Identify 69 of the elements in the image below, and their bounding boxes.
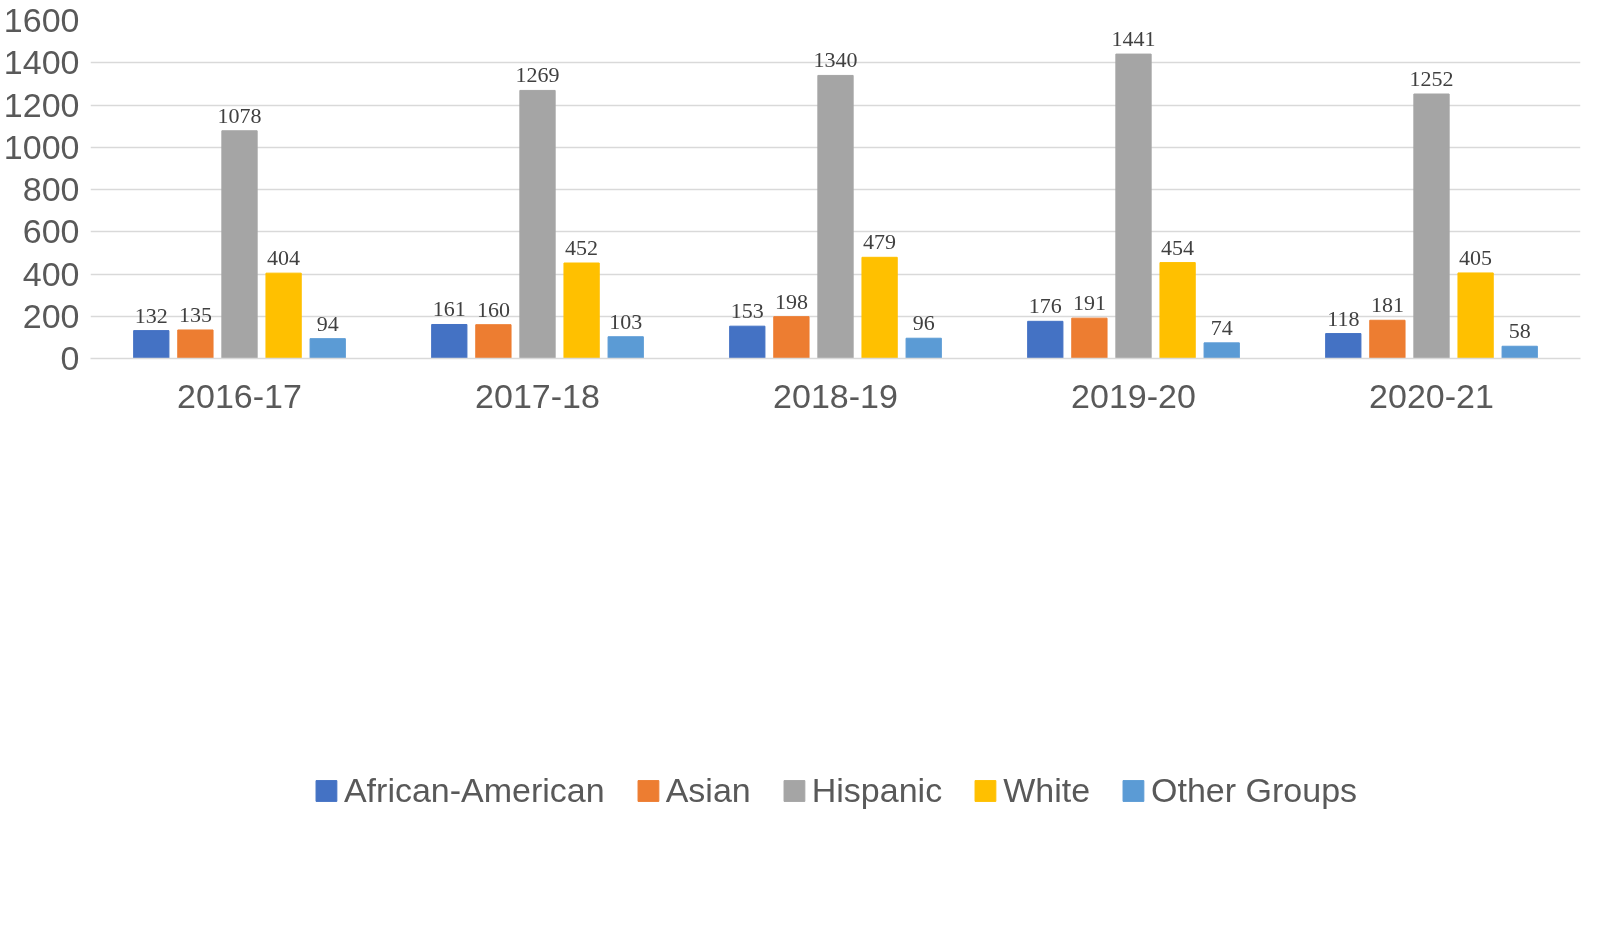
x-tick-label: 2016-17 [177, 376, 302, 415]
data-label: 1078 [217, 102, 262, 128]
y-tick-label: 0 [60, 339, 80, 377]
y-tick-label: 200 [22, 296, 80, 335]
bar [563, 262, 600, 359]
data-label: 94 [316, 310, 339, 336]
data-label: 191 [1072, 290, 1106, 316]
data-label: 74 [1210, 314, 1233, 340]
data-label: 452 [565, 235, 599, 261]
data-label: 118 [1327, 305, 1360, 331]
x-tick-label: 2018-19 [773, 376, 898, 415]
y-tick-label: 1000 [3, 127, 80, 166]
bar [1203, 342, 1240, 359]
data-label: 58 [1508, 318, 1531, 344]
bar [1071, 317, 1108, 359]
data-label: 181 [1370, 292, 1404, 318]
data-label: 103 [609, 308, 643, 334]
data-label: 405 [1459, 244, 1493, 270]
bar [607, 336, 644, 359]
bar [221, 130, 258, 359]
bar [729, 325, 766, 359]
data-label: 176 [1028, 293, 1062, 319]
bar [431, 323, 468, 359]
data-label: 96 [912, 310, 935, 336]
y-tick-label: 800 [22, 170, 80, 208]
data-label: 404 [267, 245, 301, 271]
data-label: 161 [432, 296, 466, 322]
y-tick-label: 1400 [3, 43, 80, 82]
bar [1501, 345, 1538, 359]
bar [817, 74, 854, 359]
legend-label: African-American [343, 770, 605, 810]
data-label: 1441 [1111, 26, 1156, 52]
data-label: 1252 [1409, 66, 1454, 92]
data-label: 198 [774, 288, 808, 314]
bar [1325, 333, 1362, 359]
data-label: 479 [863, 229, 897, 255]
bar [1457, 272, 1494, 359]
bar [309, 338, 346, 359]
bar [1027, 320, 1064, 359]
data-label: 454 [1161, 234, 1195, 260]
bar [773, 316, 810, 359]
legend-label: White [1003, 770, 1091, 810]
bar [1159, 262, 1196, 359]
bar [265, 272, 302, 359]
data-label: 135 [178, 301, 212, 327]
data-label: 1269 [515, 62, 560, 88]
bar [177, 329, 214, 359]
x-tick-label: 2019-20 [1071, 376, 1196, 415]
bar [519, 89, 556, 359]
x-tick-label: 2020-21 [1369, 376, 1494, 415]
legend-label: Other Groups [1151, 770, 1358, 810]
y-tick-label: 400 [22, 254, 80, 293]
data-label: 160 [476, 296, 510, 322]
bar [133, 330, 170, 359]
bar [1115, 53, 1152, 359]
data-label: 1340 [813, 47, 858, 73]
x-tick-label: 2017-18 [475, 376, 600, 415]
bar [861, 256, 898, 359]
bar [1413, 93, 1450, 359]
y-tick-label: 600 [22, 212, 80, 251]
bar [905, 337, 942, 359]
y-tick-label: 1600 [3, 1, 80, 39]
bar [475, 324, 512, 359]
legend-label: Hispanic [811, 770, 943, 810]
bar [1369, 319, 1406, 359]
legend-label: Asian [665, 770, 751, 810]
y-tick-label: 1200 [3, 85, 80, 124]
data-label: 132 [134, 302, 168, 328]
data-label: 153 [730, 298, 764, 324]
